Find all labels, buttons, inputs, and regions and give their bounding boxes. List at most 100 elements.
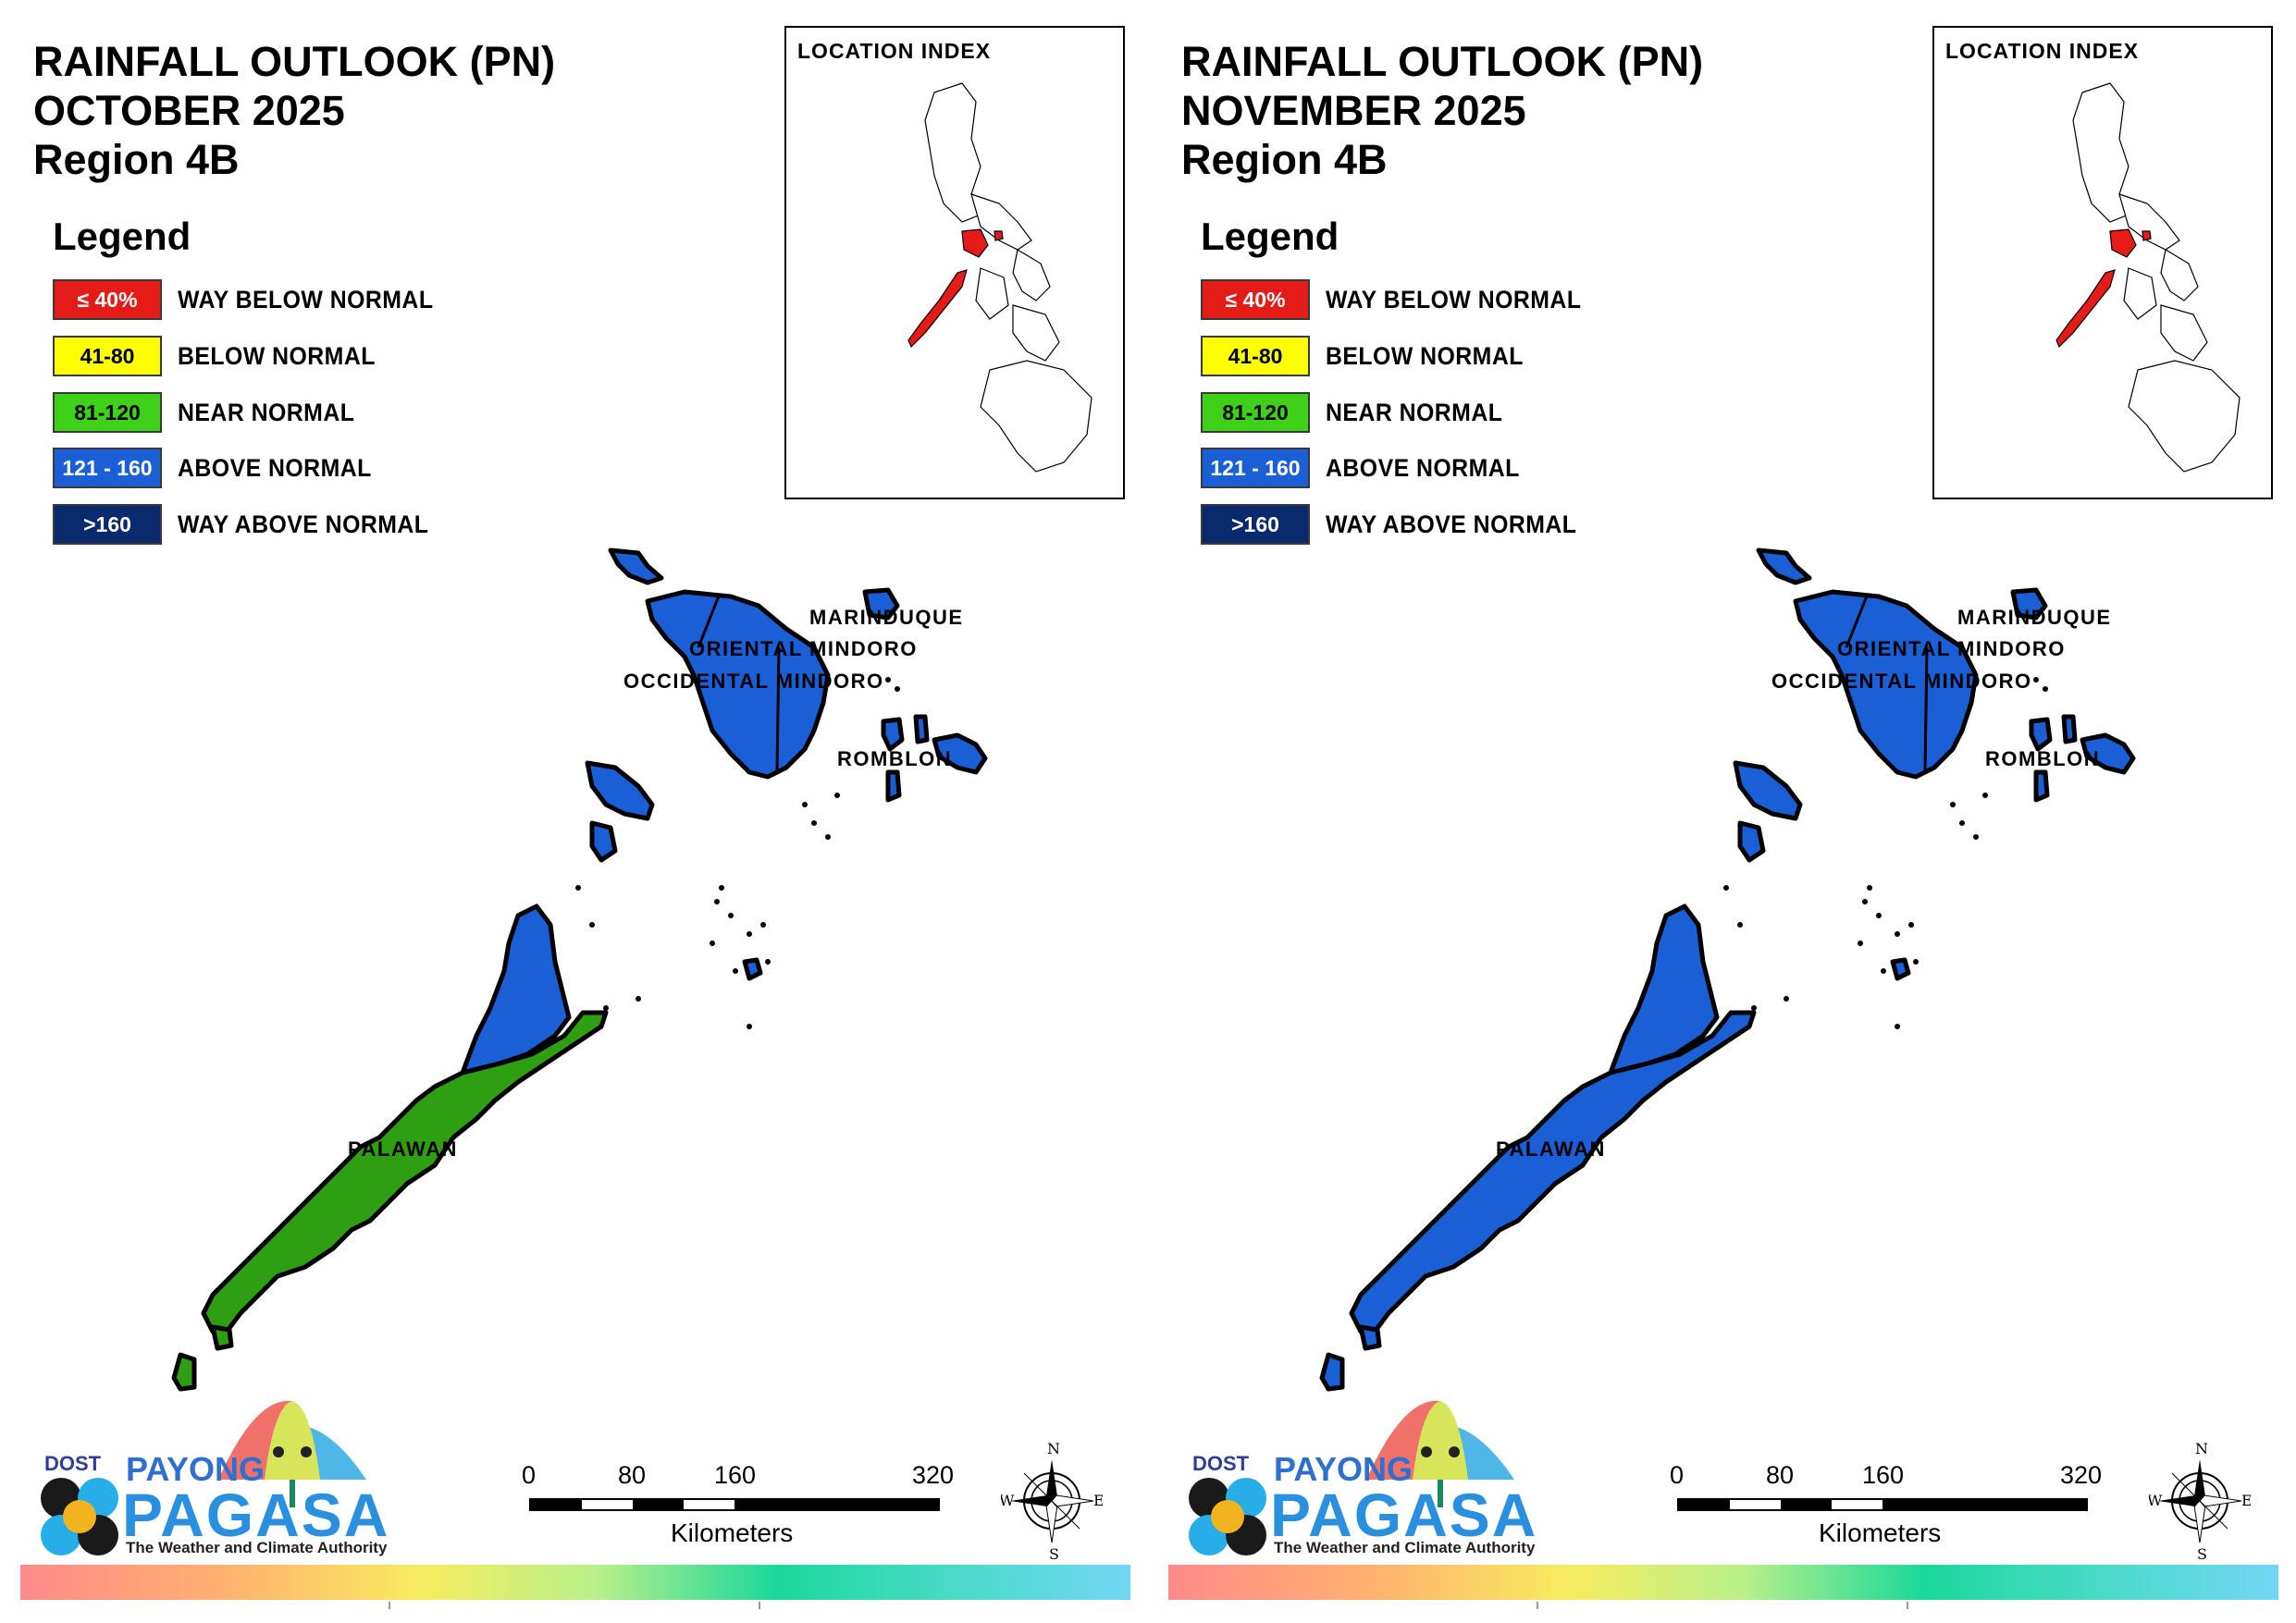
pagasa-text: PAGASA [1270, 1481, 1538, 1549]
index-palawan [2055, 269, 2116, 349]
legend-title: Legend [53, 215, 191, 258]
legend-title: Legend [1201, 215, 1339, 258]
title-line-3: Region 4B [33, 136, 240, 183]
dost-emblem-icon [1189, 1478, 1266, 1555]
legend-label: BELOW NORMAL [1326, 342, 1524, 370]
gradient-tick [389, 1602, 390, 1609]
balabac-island [171, 1352, 197, 1392]
scale-tick: 0 [1670, 1461, 1685, 1489]
scale-unit: Kilometers [671, 1518, 794, 1547]
lubang-island [608, 547, 664, 585]
label-occidental-mindoro: OCCIDENTAL MINDORO [623, 670, 884, 693]
compass-s: S [2197, 1545, 2207, 1561]
title-line-1: RAINFALL OUTLOOK (PN) [33, 38, 556, 85]
label-romblon: ROMBLON [1985, 747, 2101, 770]
scale-bar: 0 80 160 320 Kilometers [1666, 1461, 2147, 1554]
mindoro-island [1793, 589, 1979, 780]
palawan-main [1349, 1010, 1757, 1334]
compass-n: N [1047, 1441, 1060, 1457]
tagline-text: The Weather and Climate Authority [126, 1539, 388, 1556]
title-line-2: NOVEMBER 2025 [1181, 87, 1526, 134]
legend-item-2: 81-120 NEAR NORMAL [1201, 392, 1663, 435]
romblon-island-2 [2029, 717, 2053, 752]
legend-label: WAY ABOVE NORMAL [178, 510, 429, 538]
legend-item-0: ≤ 40% WAY BELOW NORMAL [1201, 279, 1663, 322]
location-index-inset: LOCATION INDEX [1932, 26, 2273, 499]
index-mindoro [2109, 228, 2137, 258]
label-marinduque: MARINDUQUE [809, 606, 964, 629]
gradient-tick [1537, 1602, 1538, 1609]
legend-swatch: 41-80 [1201, 336, 1310, 376]
label-romblon: ROMBLON [837, 747, 953, 770]
brand-gradient-bar [1168, 1565, 2278, 1600]
romblon-island-3 [885, 769, 902, 803]
palawan-main [201, 1010, 609, 1334]
compass-w: W [2149, 1492, 2163, 1509]
index-marinduque [994, 230, 1004, 241]
index-marinduque [2142, 230, 2152, 241]
legend-swatch: >160 [1201, 504, 1310, 545]
philippines-index-map [2055, 82, 2240, 473]
outlook-panel-1: RAINFALL OUTLOOK (PN) NOVEMBER 2025 Regi… [1148, 0, 2296, 1623]
legend-swatch: 121 - 160 [1201, 448, 1310, 488]
legend-label: ABOVE NORMAL [1326, 454, 1520, 482]
bugsuk-island [1358, 1324, 1382, 1351]
index-palawan [907, 269, 968, 349]
legend-item-1: 41-80 BELOW NORMAL [1201, 336, 1663, 378]
label-occidental-mindoro: OCCIDENTAL MINDORO [1771, 670, 2032, 693]
scale-bar: 0 80 160 320 Kilometers [518, 1461, 999, 1554]
scale-tick: 320 [912, 1461, 955, 1489]
legend-swatch: 41-80 [53, 336, 162, 376]
legend-label: ABOVE NORMAL [178, 454, 372, 482]
lubang-island [1756, 547, 1812, 585]
region-4b-map [171, 547, 988, 1392]
legend-item-3: 121 - 160 ABOVE NORMAL [1201, 448, 1663, 490]
umbrella-icon [218, 1400, 366, 1507]
legend-swatch: >160 [53, 504, 162, 545]
outlook-panel-0: RAINFALL OUTLOOK (PN) OCTOBER 2025 Regio… [20, 26, 1130, 1609]
legend-swatch: ≤ 40% [1201, 279, 1310, 320]
legend-label: BELOW NORMAL [178, 342, 376, 370]
payong-text: PAYONG [126, 1450, 265, 1488]
balabac-island [1319, 1352, 1345, 1392]
calamian-island-1 [585, 760, 655, 821]
location-index-inset: LOCATION INDEX [784, 26, 1125, 499]
scale-bar-graphic [1677, 1498, 2088, 1511]
romblon-island-1 [932, 732, 988, 775]
marinduque-island [862, 587, 900, 621]
legend-swatch: 81-120 [53, 392, 162, 433]
label-oriental-mindoro: ORIENTAL MINDORO [689, 637, 918, 660]
legend-item-0: ≤ 40% WAY BELOW NORMAL [53, 279, 515, 322]
dost-text: DOST [44, 1452, 102, 1475]
region-4b-map [1319, 547, 2136, 1392]
legend-label: NEAR NORMAL [178, 399, 355, 426]
location-index-title: LOCATION INDEX [797, 39, 992, 63]
romblon-island-4 [2061, 714, 2078, 744]
legend-swatch: 121 - 160 [53, 448, 162, 488]
pagasa-logo: DOST PAYONG PAGASA The Weather and Clima… [1181, 1387, 1542, 1568]
legend-label: WAY ABOVE NORMAL [1326, 510, 1577, 538]
compass-e: E [1093, 1492, 1103, 1509]
compass-n: N [2195, 1441, 2208, 1457]
title-line-2: OCTOBER 2025 [33, 87, 345, 134]
label-oriental-mindoro: ORIENTAL MINDORO [1837, 637, 2066, 660]
payong-text: PAYONG [1274, 1450, 1413, 1488]
tagline-text: The Weather and Climate Authority [1274, 1539, 1536, 1556]
map-title: RAINFALL OUTLOOK (PN) OCTOBER 2025 Regio… [33, 37, 555, 184]
mindoro-island [645, 589, 831, 780]
scale-tick: 80 [618, 1461, 647, 1489]
legend-item-2: 81-120 NEAR NORMAL [53, 392, 515, 435]
gradient-tick [759, 1602, 760, 1609]
map-title: RAINFALL OUTLOOK (PN) NOVEMBER 2025 Regi… [1181, 37, 1703, 184]
label-palawan: PALAWAN [348, 1137, 458, 1161]
pagasa-text: PAGASA [122, 1481, 390, 1549]
scale-tick: 0 [522, 1461, 537, 1489]
cuyo-island [742, 957, 763, 981]
compass-e: E [2241, 1492, 2251, 1509]
pagasa-logo: DOST PAYONG PAGASA The Weather and Clima… [33, 1387, 394, 1568]
scale-bar-graphic [529, 1498, 940, 1511]
legend-label: NEAR NORMAL [1326, 399, 1503, 426]
romblon-island-1 [2080, 732, 2136, 775]
romblon-island-2 [881, 717, 905, 752]
scale-tick: 320 [2060, 1461, 2103, 1489]
